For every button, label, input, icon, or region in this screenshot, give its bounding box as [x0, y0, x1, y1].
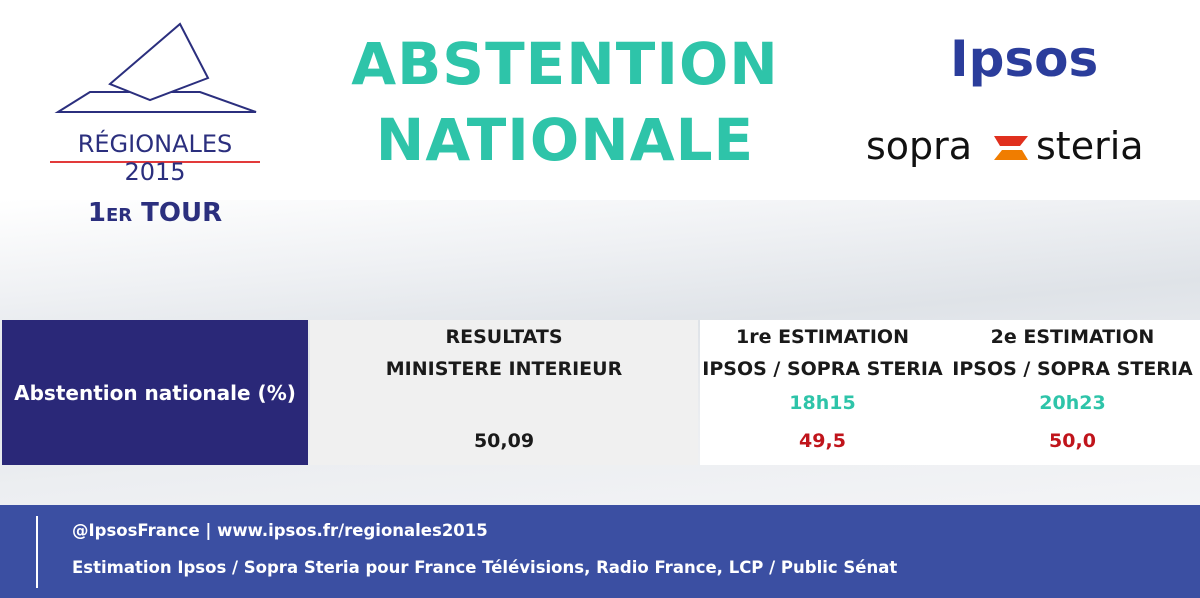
footer-line: Estimation Ipsos / Sopra Steria pour Fra…: [72, 558, 898, 577]
steria-text: steria: [1036, 124, 1144, 168]
column-heading: 2e ESTIMATION: [990, 326, 1155, 348]
ipsos-logo: Ipsos: [950, 30, 1099, 88]
logo-label: RÉGIONALES 2015: [77, 130, 233, 186]
column-heading: MINISTERE INTERIEUR: [385, 358, 623, 380]
column-heading: 1re ESTIMATION: [735, 326, 909, 348]
column-heading: IPSOS / SOPRA STERIA: [952, 358, 1193, 380]
sopra-steria-mark: [994, 136, 1028, 160]
value: 50,09: [473, 430, 535, 452]
column-cell: 2e ESTIMATION IPSOS / SOPRA STERIA 20h23 50…: [945, 320, 1200, 465]
row-label-cell: Abstention nationale (%): [2, 320, 308, 465]
value: 49,5: [799, 430, 846, 452]
column-cell: 1re ESTIMATION IPSOS / SOPRA STERIA 18h15 4…: [700, 320, 945, 465]
title-line: ABSTENTION: [351, 30, 779, 98]
estimate-time: 18h15: [789, 392, 856, 414]
footer: [0, 505, 1200, 598]
footer-divider: [36, 516, 38, 588]
sopra-text: sopra: [866, 124, 973, 168]
column-heading: IPSOS / SOPRA STERIA: [702, 358, 943, 380]
column-cell: RESULTATS MINISTERE INTERIEUR 50,09: [310, 320, 698, 465]
ballot-logo: [50, 22, 260, 163]
estimate-time: 20h23: [1039, 392, 1106, 414]
title-line: NATIONALE: [375, 106, 755, 174]
column-heading: RESULTATS: [445, 326, 563, 348]
row-label: Abstention nationale (%): [14, 380, 296, 405]
value: 50,0: [1049, 430, 1096, 452]
round: 1er TOUR: [87, 198, 223, 228]
footer-line: @IpsosFrance | www.ipsos.fr/regionales20…: [72, 521, 488, 540]
